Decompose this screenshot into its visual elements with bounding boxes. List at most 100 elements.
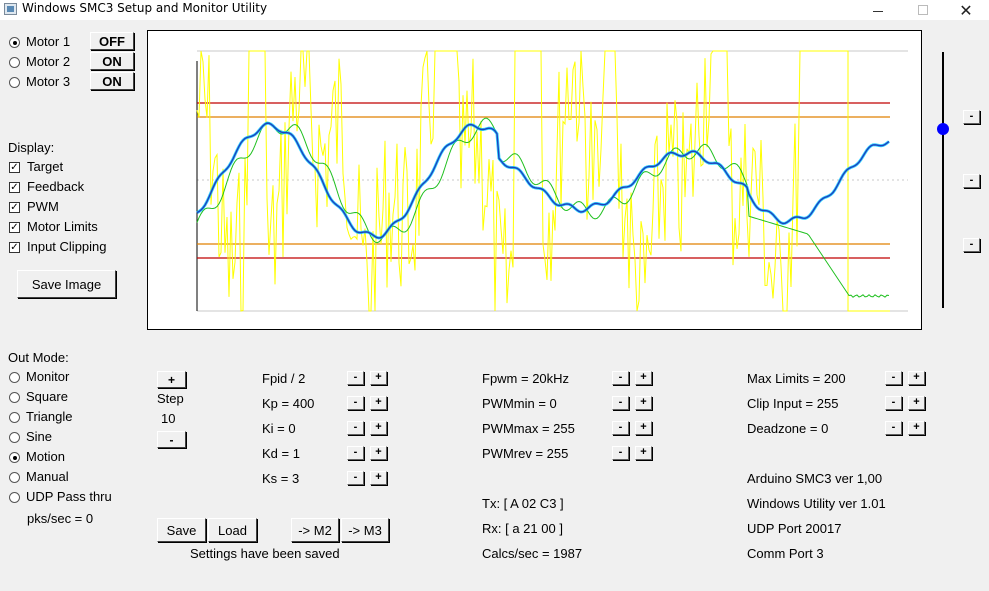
app-icon (4, 3, 17, 15)
target-label: Target (27, 159, 64, 174)
mode-monitor-label: Monitor (26, 369, 70, 384)
clip-input-plus-button[interactable]: + (908, 396, 925, 410)
mode-square-radio[interactable] (9, 392, 20, 403)
motor-limits-label: Motor Limits (27, 219, 98, 234)
step-label: Step (157, 391, 184, 406)
mode-manual-radio[interactable] (9, 472, 20, 483)
motor-3-radio[interactable] (9, 77, 20, 88)
ks-minus-button[interactable]: - (347, 471, 364, 485)
plot-scale-minus-1-button[interactable]: - (963, 110, 980, 124)
deadzone-label: Deadzone = 0 (747, 421, 829, 436)
motor-limits-checkbox[interactable]: ✓ (9, 222, 20, 233)
load-button[interactable]: Load (208, 518, 257, 542)
fpid-label: Fpid / 2 (262, 371, 306, 386)
mode-udp-label: UDP Pass thru (26, 489, 112, 504)
pwm-trace (196, 50, 890, 312)
maximize-button[interactable] (900, 0, 946, 20)
status-message: Settings have been saved (190, 546, 340, 561)
fpid-minus-button[interactable]: - (347, 371, 364, 385)
mode-udp-radio[interactable] (9, 492, 20, 503)
clip-input-minus-button[interactable]: - (885, 396, 902, 410)
tx-readout: Tx: [ A 02 C3 ] (482, 496, 564, 511)
udp-port: UDP Port 20017 (747, 521, 842, 536)
pwm-min-plus-button[interactable]: + (635, 396, 652, 410)
mode-triangle-label: Triangle (26, 409, 73, 424)
monitor-plot (147, 30, 922, 330)
mode-triangle-radio[interactable] (9, 412, 20, 423)
kd-minus-button[interactable]: - (347, 446, 364, 460)
step-minus-button[interactable]: - (157, 431, 186, 448)
slider-thumb[interactable] (937, 122, 949, 135)
mode-motion-radio[interactable] (9, 452, 20, 463)
pwm-max-label: PWMmax = 255 (482, 421, 575, 436)
pwm-checkbox[interactable]: ✓ (9, 202, 20, 213)
motor-3-toggle-button[interactable]: ON (90, 72, 134, 90)
save-image-button[interactable]: Save Image (17, 270, 116, 298)
motor-1-toggle-button[interactable]: OFF (90, 32, 134, 50)
kp-minus-button[interactable]: - (347, 396, 364, 410)
window-title: Windows SMC3 Setup and Monitor Utility (22, 1, 268, 15)
copy-to-m3-button[interactable]: -> M3 (341, 518, 389, 542)
deadzone-minus-button[interactable]: - (885, 421, 902, 435)
input-clipping-checkbox[interactable]: ✓ (9, 242, 20, 253)
copy-to-m2-button[interactable]: -> M2 (291, 518, 339, 542)
ks-label: Ks = 3 (262, 471, 300, 486)
pwm-max-plus-button[interactable]: + (635, 421, 652, 435)
pwm-rev-minus-button[interactable]: - (612, 446, 629, 460)
mode-motion-label: Motion (26, 449, 66, 464)
title-bar: Windows SMC3 Setup and Monitor Utility ✕ (0, 0, 989, 20)
rx-readout: Rx: [ a 21 00 ] (482, 521, 563, 536)
minimize-icon (873, 10, 883, 12)
motor-1-radio[interactable] (9, 37, 20, 48)
slider-track[interactable] (942, 52, 944, 308)
arduino-version: Arduino SMC3 ver 1,00 (747, 471, 883, 486)
motor-2-toggle-button[interactable]: ON (90, 52, 134, 70)
out-mode-heading: Out Mode: (8, 350, 69, 365)
plot-scale-minus-2-button[interactable]: - (963, 174, 980, 188)
comm-port: Comm Port 3 (747, 546, 824, 561)
max-limits-label: Max Limits = 200 (747, 371, 846, 386)
pwm-max-minus-button[interactable]: - (612, 421, 629, 435)
kp-plus-button[interactable]: + (370, 396, 387, 410)
fpid-plus-button[interactable]: + (370, 371, 387, 385)
mode-sine-radio[interactable] (9, 432, 20, 443)
target-trace (196, 122, 890, 239)
mode-monitor-radio[interactable] (9, 372, 20, 383)
ki-plus-button[interactable]: + (370, 421, 387, 435)
close-button[interactable]: ✕ (943, 0, 989, 20)
calcs-readout: Calcs/sec = 1987 (482, 546, 583, 561)
clip-input-label: Clip Input = 255 (747, 396, 839, 411)
pwm-min-label: PWMmin = 0 (482, 396, 557, 411)
plot-canvas (196, 50, 908, 312)
mode-sine-label: Sine (26, 429, 53, 444)
deadzone-plus-button[interactable]: + (908, 421, 925, 435)
minimize-button[interactable] (855, 0, 901, 20)
target-checkbox[interactable]: ✓ (9, 162, 20, 173)
fpwm-minus-button[interactable]: - (612, 371, 629, 385)
step-plus-button[interactable]: + (157, 371, 186, 388)
motor-3-label: Motor 3 (26, 74, 71, 89)
motor-2-radio[interactable] (9, 57, 20, 68)
feedback-label: Feedback (27, 179, 85, 194)
display-heading: Display: (8, 140, 55, 155)
ks-plus-button[interactable]: + (370, 471, 387, 485)
fpwm-plus-button[interactable]: + (635, 371, 652, 385)
pwm-rev-plus-button[interactable]: + (635, 446, 652, 460)
pks-sec-readout: pks/sec = 0 (27, 511, 94, 526)
fpwm-label: Fpwm = 20kHz (482, 371, 570, 386)
save-button[interactable]: Save (157, 518, 206, 542)
kd-plus-button[interactable]: + (370, 446, 387, 460)
motor-2-label: Motor 2 (26, 54, 71, 69)
ki-label: Ki = 0 (262, 421, 296, 436)
pwm-min-minus-button[interactable]: - (612, 396, 629, 410)
pwm-label: PWM (27, 199, 59, 214)
plot-scale-minus-3-button[interactable]: - (963, 238, 980, 252)
max-limits-minus-button[interactable]: - (885, 371, 902, 385)
utility-version: Windows Utility ver 1.01 (747, 496, 886, 511)
mode-manual-label: Manual (26, 469, 69, 484)
ki-minus-button[interactable]: - (347, 421, 364, 435)
input-clipping-label: Input Clipping (27, 239, 107, 254)
feedback-trace (196, 117, 890, 298)
feedback-checkbox[interactable]: ✓ (9, 182, 20, 193)
max-limits-plus-button[interactable]: + (908, 371, 925, 385)
